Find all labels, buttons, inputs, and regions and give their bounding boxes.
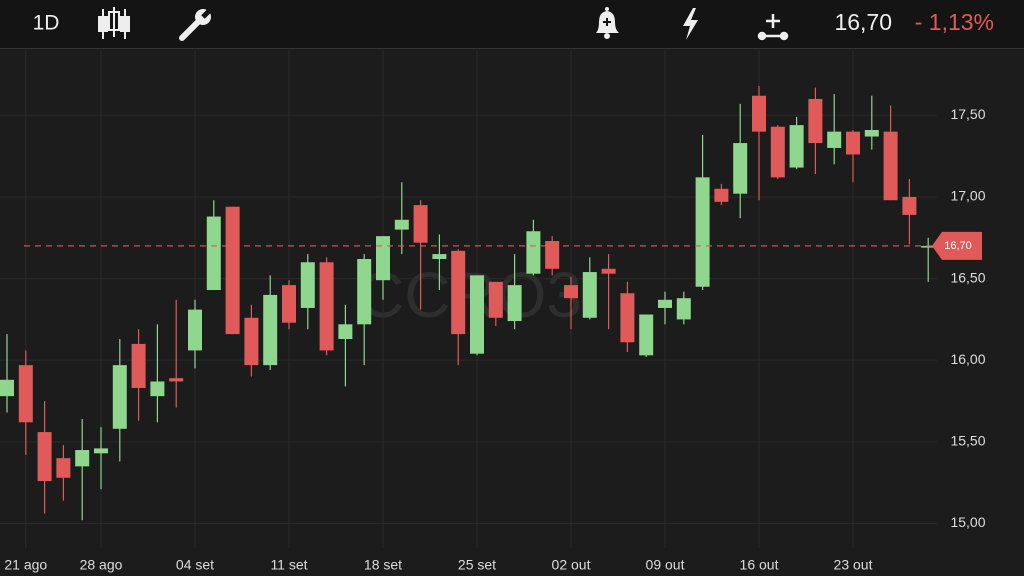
settings-icon[interactable]	[179, 6, 214, 41]
toolbar	[0, 0, 1024, 48]
x-tick-label: 02 out	[552, 557, 591, 573]
x-tick-label: 16 out	[740, 557, 779, 573]
candle-body	[319, 262, 334, 351]
y-tick-label: 17,50	[950, 106, 985, 122]
x-tick-label: 28 ago	[80, 557, 123, 573]
candle-body	[169, 378, 184, 382]
candle-body	[864, 130, 879, 137]
candle-body	[545, 241, 560, 269]
candle-body	[188, 309, 202, 351]
candle-body	[451, 250, 466, 335]
candle-body	[18, 365, 33, 423]
alert-icon[interactable]	[596, 7, 619, 39]
candle-body	[639, 314, 654, 356]
candle-body	[564, 285, 578, 299]
candle-body	[112, 365, 127, 429]
candle-body	[733, 143, 748, 194]
candle-body	[470, 275, 484, 354]
y-tick-label: 15,50	[950, 433, 985, 449]
candle-body	[921, 245, 936, 248]
candle-body	[432, 254, 447, 259]
last-price-tag-label: 16,70	[944, 240, 972, 252]
candle-body	[714, 188, 729, 202]
chart-type-icon[interactable]	[98, 7, 130, 39]
candle-body	[695, 177, 710, 287]
candle-body	[131, 343, 146, 388]
interval-button[interactable]: 1D	[33, 12, 60, 35]
candle-body	[883, 131, 898, 201]
x-tick-label: 21 ago	[4, 557, 47, 573]
y-tick-label: 15,00	[950, 514, 985, 530]
candle-body	[263, 294, 278, 366]
candle-body	[225, 206, 240, 335]
x-tick-label: 04 set	[176, 557, 214, 573]
candle-body	[846, 131, 860, 155]
y-tick-label: 16,00	[950, 351, 985, 367]
x-tick-label: 09 out	[646, 557, 685, 573]
candle-body	[394, 219, 409, 230]
candle-body	[658, 299, 672, 308]
last-price-tag	[932, 231, 982, 260]
x-tick-label: 11 set	[270, 557, 307, 573]
candle-body	[620, 293, 635, 343]
candle-body	[56, 458, 71, 478]
candle-body	[94, 448, 108, 454]
candle-body	[244, 317, 259, 366]
candle-body	[770, 126, 785, 178]
x-tick-label: 18 set	[364, 557, 402, 573]
last-price: 16,70	[834, 9, 892, 35]
candle-body	[808, 98, 823, 144]
candle-body	[601, 268, 616, 274]
candle-body	[0, 379, 14, 397]
candle-body	[300, 262, 315, 308]
candle-body	[752, 95, 766, 132]
candle-body	[413, 205, 428, 243]
x-tick-label: 23 out	[834, 557, 873, 573]
candle-body	[902, 196, 917, 215]
candle-body	[376, 236, 390, 281]
indicator-icon[interactable]	[757, 14, 789, 41]
candle-body	[75, 450, 90, 467]
candle-body	[676, 298, 691, 320]
candle-body	[507, 285, 522, 322]
candle-body	[282, 285, 296, 323]
x-tick-label: 25 set	[458, 557, 496, 573]
candle-body	[789, 125, 804, 168]
candle-body	[338, 324, 353, 340]
candle-body	[150, 381, 165, 397]
flash-icon[interactable]	[683, 8, 698, 40]
price-change: - 1,13%	[915, 9, 994, 35]
candle-body	[827, 131, 842, 148]
y-tick-label: 17,00	[950, 188, 985, 204]
candle-body	[37, 432, 52, 482]
candle-body	[206, 216, 221, 291]
candle-body	[488, 281, 503, 318]
candle-body	[582, 272, 597, 318]
y-tick-label: 16,50	[950, 269, 985, 285]
candle-body	[526, 231, 541, 274]
candle-body	[357, 258, 372, 325]
